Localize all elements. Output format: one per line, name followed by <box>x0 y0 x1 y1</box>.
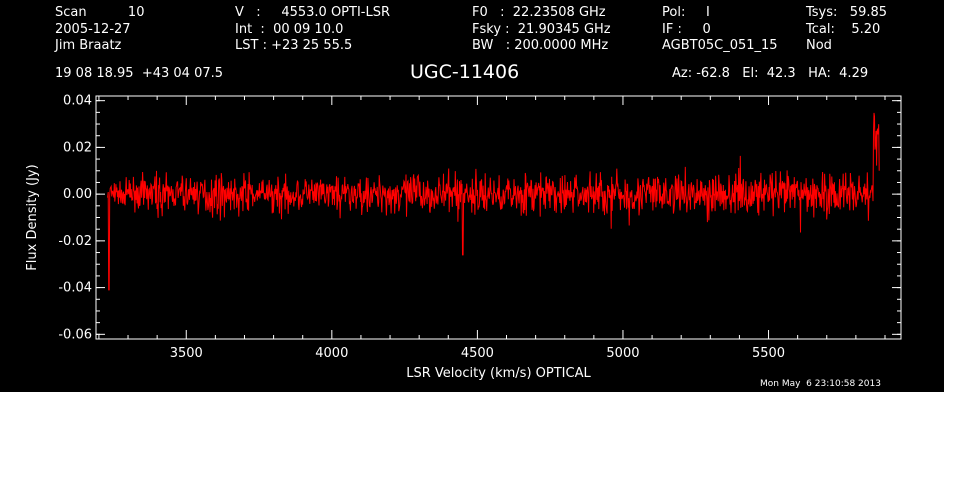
header-project: AGBT05C_051_15 <box>662 38 778 53</box>
x-axis-label: LSR Velocity (km/s) OPTICAL <box>406 366 591 381</box>
header-pol: Pol: I <box>662 5 710 20</box>
header-fsky: Fsky : 21.90345 GHz <box>472 22 611 37</box>
x-tick-label: 4500 <box>461 346 494 361</box>
spectrum-line <box>107 112 880 291</box>
header-f0: F0 : 22.23508 GHz <box>472 5 606 20</box>
header-if: IF : 0 <box>662 22 711 37</box>
header-tsys: Tsys: 59.85 <box>806 5 888 20</box>
header-mode: Nod <box>806 38 832 53</box>
x-tick-label: 5500 <box>752 346 785 361</box>
header-tcal: Tcal: 5.20 <box>806 22 881 37</box>
x-tick-label: 5000 <box>606 346 639 361</box>
plot-frame <box>95 95 902 340</box>
header-lst: LST : +23 25 55.5 <box>235 38 353 53</box>
y-tick-label: 0.00 <box>63 187 92 202</box>
header-observer: Jim Braatz <box>55 38 122 53</box>
header-scan: Scan 10 <box>55 5 145 20</box>
header-bw: BW : 200.0000 MHz <box>472 38 609 53</box>
header-azel: Az: -62.8 El: 42.3 HA: 4.29 <box>672 66 869 81</box>
timestamp: Mon May 6 23:10:58 2013 <box>760 379 881 389</box>
object-title: UGC-11406 <box>410 61 520 83</box>
y-tick-label: 0.02 <box>63 140 92 155</box>
y-tick-label: -0.06 <box>58 327 92 342</box>
header-int: Int : 00 09 10.0 <box>235 22 344 37</box>
y-tick-label: -0.02 <box>58 234 92 249</box>
y-axis-label: Flux Density (Jy) <box>25 164 40 270</box>
x-tick-label: 3500 <box>170 346 203 361</box>
y-tick-label: -0.04 <box>58 281 92 296</box>
y-tick-label: 0.04 <box>63 94 92 109</box>
spectrum-chart: 3500 4000 4500 5000 5500 -0.06 -0.04 -0.02 0.00 0… <box>25 94 902 381</box>
x-tick-label: 4000 <box>315 346 348 361</box>
header-velocity: V : 4553.0 OPTI-LSR <box>235 5 391 20</box>
header-coords: 19 08 18.95 +43 04 07.5 <box>55 66 224 81</box>
header-date: 2005-12-27 <box>55 22 131 37</box>
